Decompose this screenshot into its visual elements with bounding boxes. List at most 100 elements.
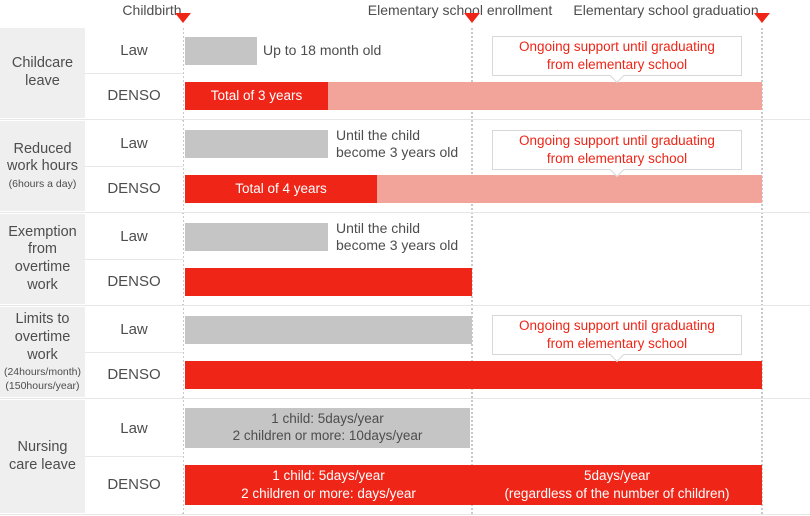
denso-ongoing-support-bar bbox=[377, 175, 762, 203]
denso-bar bbox=[185, 268, 472, 296]
law-bar bbox=[185, 130, 328, 158]
milestone-gridline bbox=[761, 28, 763, 514]
group-childcare-leave: Childcare leave Law Up to 18 month old DENS… bbox=[0, 28, 810, 118]
row-limits-to-overtime-work-denso: DENSO bbox=[0, 352, 810, 397]
category-cell: Childcare leave bbox=[0, 28, 85, 118]
bar-label-line: Total of 4 years bbox=[235, 180, 327, 196]
denso-bar bbox=[185, 361, 762, 389]
bar-label: Total of 4 years bbox=[235, 181, 327, 198]
law-denso-divider bbox=[85, 259, 183, 260]
row-nursing-care-leave-denso: DENSO 1 child: 5days/year 2 children or mo… bbox=[0, 456, 810, 513]
milestone-label-childbirth: Childbirth bbox=[122, 2, 182, 18]
row-label-denso: DENSO bbox=[85, 259, 183, 304]
annotation-line: become 3 years old bbox=[336, 143, 459, 160]
law-denso-divider bbox=[85, 73, 183, 74]
denso-bar: Total of 3 years bbox=[185, 82, 328, 110]
callout-line: from elementary school bbox=[546, 336, 688, 351]
row-label-denso: DENSO bbox=[85, 166, 183, 211]
bar-annotation: Until the child become 3 years old bbox=[336, 121, 458, 166]
bar-segment-line: 2 children or more: days/year bbox=[241, 486, 416, 501]
category-label: Nursing care leave bbox=[9, 438, 76, 473]
milestone-triangle-icon bbox=[175, 13, 191, 23]
row-nursing-care-leave-law: Law 1 child: 5days/year 2 children or more… bbox=[0, 400, 810, 456]
category-label: Reduced work hours bbox=[7, 140, 78, 175]
law-denso-divider bbox=[85, 352, 183, 353]
bar-segment-label: 5days/year (regardless of the number of c… bbox=[472, 465, 762, 505]
denso-bar: 1 child: 5days/year 2 children or more: d… bbox=[185, 465, 762, 505]
category-label: Exemption from overtime work bbox=[8, 223, 77, 293]
category-cell: Reduced work hours (6hours a day) bbox=[0, 121, 85, 211]
law-bar bbox=[185, 223, 328, 251]
law-denso-divider bbox=[85, 456, 183, 457]
category-cell: Nursing care leave bbox=[0, 400, 85, 513]
ongoing-support-callout: Ongoing support until graduating from ele… bbox=[492, 315, 742, 355]
row-childcare-leave-denso: DENSO Total of 3 years bbox=[0, 73, 810, 118]
row-label-law: Law bbox=[85, 121, 183, 166]
group-reduced-work-hours: Reduced work hours (6hours a day) Law Until… bbox=[0, 121, 810, 211]
ongoing-support-callout: Ongoing support until graduating from ele… bbox=[492, 130, 742, 170]
ongoing-support-callout: Ongoing support until graduating from ele… bbox=[492, 36, 742, 76]
callout-line: from elementary school bbox=[546, 57, 688, 72]
row-label-denso: DENSO bbox=[85, 73, 183, 118]
category-label: Childcare leave bbox=[11, 55, 74, 89]
annotation-line: Until the child bbox=[336, 220, 421, 237]
category-cell: Limits to overtime work (24hours/month) (1… bbox=[0, 307, 85, 397]
row-label-denso: DENSO bbox=[85, 456, 183, 513]
category-subline: (6hours a day) bbox=[8, 178, 77, 191]
law-bar: 1 child: 5days/year 2 children or more: 1… bbox=[185, 408, 470, 448]
law-bar bbox=[185, 37, 257, 65]
callout-line: Ongoing support until graduating bbox=[519, 39, 715, 55]
category-subline: (150hours/year) bbox=[5, 379, 80, 392]
bar-segment-line: (regardless of the number of children) bbox=[504, 486, 730, 501]
callout-line: Ongoing support until graduating bbox=[519, 133, 715, 149]
annotation-line: Until the child bbox=[336, 127, 421, 144]
denso-bar: Total of 4 years bbox=[185, 175, 377, 203]
group-exemption-from-overtime-work: Exemption from overtime work Law Until the… bbox=[0, 214, 810, 304]
row-reduced-work-hours-law: Law Until the child become 3 years old bbox=[0, 121, 810, 166]
law-bar bbox=[185, 316, 472, 344]
bar-label-line: Total of 3 years bbox=[210, 87, 303, 103]
row-label-law: Law bbox=[85, 400, 183, 456]
bar-annotation: Up to 18 month old bbox=[263, 28, 381, 73]
annotation-line: Up to 18 month old bbox=[263, 42, 382, 59]
denso-ongoing-support-bar bbox=[328, 82, 762, 110]
milestone-gridline bbox=[182, 28, 184, 514]
milestone-label-elementary-school-enrollment: Elementary school enrollment bbox=[367, 2, 553, 18]
row-label-law: Law bbox=[85, 28, 183, 73]
category-sublabel: (6hours a day) bbox=[9, 178, 77, 191]
group-limits-to-overtime-work: Limits to overtime work (24hours/month) (1… bbox=[0, 307, 810, 397]
bar-segment-line: 5days/year bbox=[583, 468, 651, 484]
milestone-gridline bbox=[471, 28, 473, 514]
group-separator bbox=[0, 514, 810, 515]
bar-label-line: 1 child: 5days/year bbox=[271, 411, 384, 427]
category-label: Limits to overtime work bbox=[14, 311, 71, 363]
bar-label: Total of 3 years bbox=[211, 88, 303, 105]
annotation-line: become 3 years old bbox=[336, 236, 459, 253]
group-separator bbox=[0, 305, 810, 306]
row-exemption-from-overtime-work-denso: DENSO bbox=[0, 259, 810, 304]
category-sublabel: (24hours/month) (150hours/year) bbox=[4, 366, 81, 392]
milestone-triangle-icon bbox=[754, 13, 770, 23]
bar-segment-label: 1 child: 5days/year 2 children or more: d… bbox=[185, 465, 472, 505]
milestone-triangle-icon bbox=[464, 13, 480, 23]
group-separator bbox=[0, 398, 810, 399]
group-separator bbox=[0, 119, 810, 120]
row-limits-to-overtime-work-law: Law bbox=[0, 307, 810, 352]
callout-line: from elementary school bbox=[546, 151, 688, 166]
row-label-law: Law bbox=[85, 307, 183, 352]
row-reduced-work-hours-denso: DENSO Total of 4 years bbox=[0, 166, 810, 211]
bar-annotation: Until the child become 3 years old bbox=[336, 214, 458, 259]
callout-line: Ongoing support until graduating bbox=[519, 318, 715, 334]
row-exemption-from-overtime-work-law: Law Until the child become 3 years old bbox=[0, 214, 810, 259]
category-cell: Exemption from overtime work bbox=[0, 214, 85, 304]
group-separator bbox=[0, 212, 810, 213]
law-denso-divider bbox=[85, 166, 183, 167]
bar-segment-line: 1 child: 5days/year bbox=[272, 468, 385, 484]
row-label-law: Law bbox=[85, 214, 183, 259]
row-label-denso: DENSO bbox=[85, 352, 183, 397]
category-subline: (24hours/month) bbox=[3, 366, 82, 379]
group-nursing-care-leave: Nursing care leave Law 1 child: 5days/year… bbox=[0, 400, 810, 513]
milestone-label-elementary-school-graduation: Elementary school graduation bbox=[573, 2, 759, 18]
bar-label-line: 2 children or more: 10days/year bbox=[232, 428, 423, 443]
